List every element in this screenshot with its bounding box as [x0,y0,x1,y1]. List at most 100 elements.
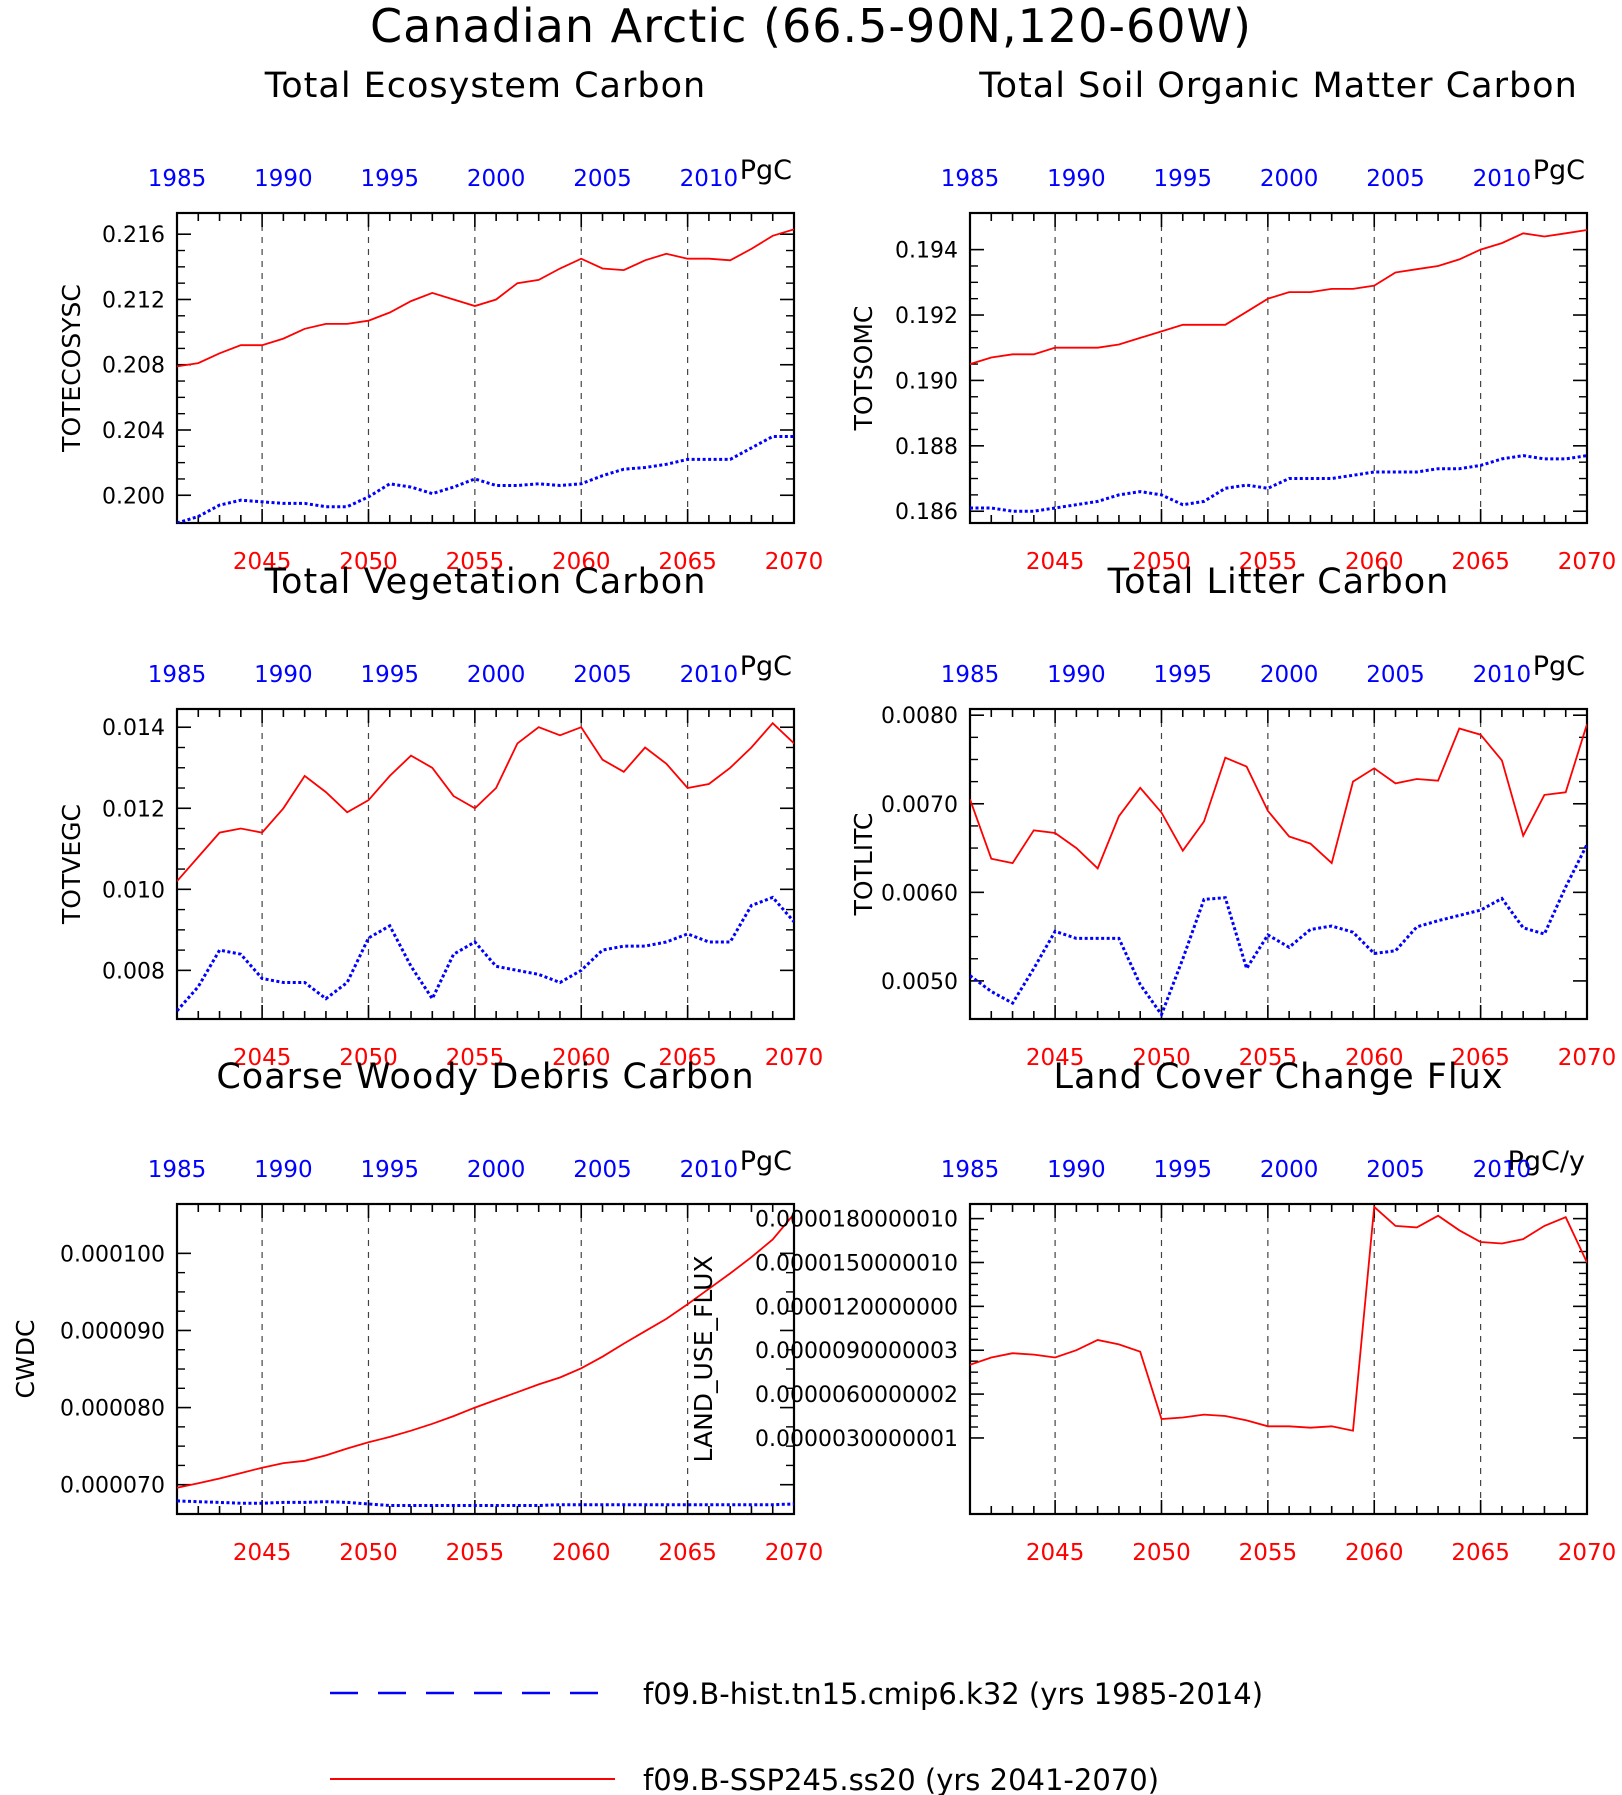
x-top-tick-label: 2005 [1366,1157,1425,1183]
x-tick-label: 2045 [233,1045,292,1071]
x-tick-label: 2055 [1239,549,1298,575]
y-axis-label: TOTLITC [849,813,878,917]
y-tick-label: 0.014 [102,716,165,741]
plot-frame [175,1202,796,1516]
plot-frame [175,707,796,1021]
x-tick-label: 2065 [1451,1045,1510,1071]
x-top-tick-label: 1990 [1047,662,1106,688]
x-top-tick-label: 1990 [254,166,313,192]
x-top-tick-label: 2000 [1260,662,1319,688]
x-top-tick-label: 1990 [1047,166,1106,192]
plot-frame [968,1202,1589,1516]
plot-frame [175,211,796,525]
x-top-tick-label: 1985 [941,662,1000,688]
x-tick-label: 2065 [1451,1540,1510,1566]
x-tick-label: 2060 [552,549,611,575]
x-top-tick-label: 1995 [360,662,419,688]
x-tick-label: 2045 [1026,549,1085,575]
legend-ssp-label: f09.B-SSP245.ss20 (yrs 2041-2070) [643,1763,1159,1795]
x-tick-label: 2070 [765,549,824,575]
panel-title: Total Ecosystem Carbon [264,66,706,106]
panel-4: Total Litter Carbon PgC 2045 2050 2055 2060 20… [849,562,1616,1071]
x-top-tick-label: 2010 [680,166,739,192]
x-tick-label: 2055 [1239,1540,1298,1566]
x-top-tick-label: 1990 [1047,1157,1106,1183]
x-top-tick-label: 1985 [941,166,1000,192]
y-tick-label: 0.0000030000001 [755,1427,958,1452]
y-axis-label: TOTVEGC [57,804,86,925]
panel-title: Coarse Woody Debris Carbon [216,1057,754,1097]
x-tick-label: 2045 [233,549,292,575]
y-axis-label: LAND_USE_FLUX [689,1255,718,1462]
y-tick-label: 0.204 [102,419,165,444]
units-label: PgC [1533,155,1585,186]
y-tick-label: 0.0000090000003 [755,1339,958,1364]
x-tick-label: 2050 [1132,1045,1191,1071]
x-tick-label: 2060 [552,1540,611,1566]
panel-title: Total Vegetation Carbon [264,562,707,602]
x-top-tick-label: 2010 [680,662,739,688]
x-tick-label: 2060 [1345,1045,1404,1071]
x-tick-label: 2065 [658,1540,717,1566]
x-top-tick-label: 1985 [148,1157,207,1183]
x-top-tick-label: 1995 [360,1157,419,1183]
x-tick-label: 2050 [339,1540,398,1566]
series-line-hist [177,895,794,1012]
y-tick-label: 0.0000060000002 [755,1383,958,1408]
x-tick-label: 2065 [658,1045,717,1071]
x-tick-label: 2060 [1345,1540,1404,1566]
x-top-tick-label: 1985 [148,662,207,688]
y-tick-label: 0.212 [102,288,165,313]
x-tick-label: 2055 [446,1540,505,1566]
y-tick-label: 0.000090 [60,1319,165,1344]
y-tick-label: 0.000100 [60,1242,165,1267]
units-label: PgC [740,651,792,682]
panel-1: Total Ecosystem Carbon PgC 2045 2050 2055 206… [57,66,823,575]
panel-title: Total Litter Carbon [1107,562,1450,602]
series-line-hist [970,843,1587,1018]
y-tick-label: 0.0000180000010 [755,1208,958,1233]
x-top-tick-label: 1985 [148,166,207,192]
y-tick-label: 0.186 [895,500,958,525]
x-tick-label: 2050 [1132,549,1191,575]
x-top-tick-label: 2000 [467,166,526,192]
panel-title: Total Soil Organic Matter Carbon [978,66,1578,106]
y-tick-label: 0.0070 [881,793,958,818]
x-top-tick-label: 2000 [1260,166,1319,192]
y-tick-label: 0.190 [895,369,958,394]
panel-title: Land Cover Change Flux [1054,1057,1504,1097]
y-tick-label: 0.000070 [60,1474,165,1499]
panel-6: Land Cover Change Flux PgC/y 2045 2050 2055 2… [689,1057,1616,1566]
x-tick-label: 2055 [446,1045,505,1071]
x-top-tick-label: 1990 [254,1157,313,1183]
x-top-tick-label: 2010 [680,1157,739,1183]
units-label: PgC [740,155,792,186]
y-tick-label: 0.0000120000000 [755,1295,958,1320]
y-tick-label: 0.194 [895,239,958,264]
y-axis-label: CWDC [11,1320,40,1399]
x-tick-label: 2045 [1026,1045,1085,1071]
units-label: PgC [740,1146,792,1177]
plot-frame [968,211,1589,525]
x-tick-label: 2050 [339,549,398,575]
y-tick-label: 0.008 [102,959,165,984]
y-tick-label: 0.000080 [60,1397,165,1422]
y-tick-label: 0.192 [895,304,958,329]
x-tick-label: 2060 [1345,549,1404,575]
x-top-tick-label: 2005 [573,662,632,688]
x-top-tick-label: 2000 [467,1157,526,1183]
y-axis-label: TOTECOSYSC [57,284,86,453]
figure-title: Canadian Arctic (66.5-90N,120-60W) [370,0,1252,53]
y-tick-label: 0.0060 [881,881,958,906]
y-tick-label: 0.0080 [881,704,958,729]
x-top-tick-label: 2005 [573,1157,632,1183]
y-axis-label: TOTSOMC [849,306,878,432]
x-top-tick-label: 1995 [1153,166,1212,192]
plot-frame [968,707,1589,1021]
series-line-hist [177,435,794,523]
units-label: PgC/y [1508,1146,1585,1177]
units-label: PgC [1533,651,1585,682]
x-tick-label: 2070 [765,1045,824,1071]
series-line-hist [177,1499,794,1507]
legend: f09.B-hist.tn15.cmip6.k32 (yrs 1985-2014… [330,1677,1263,1795]
